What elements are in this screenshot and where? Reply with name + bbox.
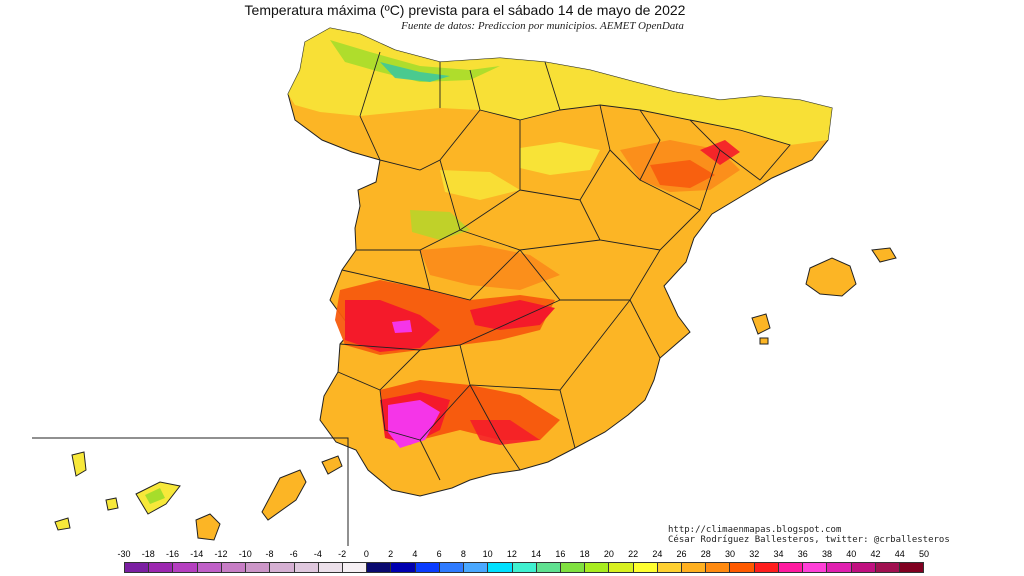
legend-swatch	[560, 563, 586, 572]
fuerteventura	[261, 469, 307, 521]
legend-swatch	[439, 563, 465, 572]
formentera	[759, 337, 769, 345]
legend-tick-label: 22	[628, 549, 639, 559]
legend-tick-label: -14	[190, 549, 204, 559]
legend-swatch	[536, 563, 561, 572]
legend-swatch	[875, 563, 900, 572]
legend-swatch	[585, 563, 610, 572]
legend-tick-label: 28	[700, 549, 711, 559]
credit-url: http://climaenmapas.blogspot.com	[668, 525, 842, 535]
legend-tick-label: 40	[846, 549, 857, 559]
legend-tick-label: 20	[603, 549, 614, 559]
legend-tick-label: 30	[725, 549, 736, 559]
credit-author: César Rodríguez Ballesteros, twitter: @c…	[668, 535, 950, 545]
lanzarote	[321, 455, 343, 475]
legend-tick-label: -30	[117, 549, 131, 559]
legend-swatch	[367, 563, 392, 572]
legend-swatch	[803, 563, 828, 572]
legend-swatch	[149, 563, 174, 572]
legend-tick-label: -18	[141, 549, 155, 559]
menorca	[871, 247, 897, 263]
legend-tick-label: 44	[894, 549, 905, 559]
legend-swatch	[682, 563, 707, 572]
legend-tick-label: 36	[797, 549, 808, 559]
legend-tick-label: 6	[436, 549, 442, 559]
legend-tick-label: -10	[238, 549, 252, 559]
legend-swatch	[221, 563, 247, 572]
legend-tick-label: 10	[482, 549, 493, 559]
legend-swatch	[633, 563, 658, 572]
legend-tick-label: 8	[460, 549, 466, 559]
legend-swatch	[730, 563, 755, 572]
legend-swatch	[657, 563, 683, 572]
legend-swatch	[318, 563, 343, 572]
legend-swatch	[197, 563, 222, 572]
legend-tick-label: 42	[870, 549, 881, 559]
legend-color-bar	[124, 562, 924, 573]
legend-tick-label: -16	[165, 549, 179, 559]
legend-tick-label: 18	[579, 549, 590, 559]
legend-swatch	[706, 563, 731, 572]
legend-swatch	[851, 563, 876, 572]
gran-canaria	[195, 513, 221, 541]
legend-tick-label: -2	[338, 549, 347, 559]
legend-swatch	[827, 563, 852, 572]
map-title: Temperatura máxima (ºC) prevista para el…	[244, 2, 686, 18]
legend-tick-label: 14	[531, 549, 542, 559]
legend-tick-label: 34	[773, 549, 784, 559]
legend-tick-label: 24	[652, 549, 663, 559]
canary-inset-frame	[32, 437, 349, 546]
legend-tick-label: 26	[676, 549, 687, 559]
el-hierro	[54, 517, 71, 531]
legend-swatch	[125, 563, 150, 572]
la-palma	[71, 451, 87, 477]
legend-swatch	[173, 563, 198, 572]
mallorca	[805, 257, 857, 297]
legend-swatch	[342, 563, 368, 572]
legend-swatch	[512, 563, 537, 572]
legend-tick-label: 38	[822, 549, 833, 559]
legend-tick-label: -6	[289, 549, 298, 559]
legend-swatch	[391, 563, 416, 572]
legend-tick-label: 16	[555, 549, 566, 559]
ibiza	[751, 313, 771, 335]
legend-tick-label: 50	[918, 549, 930, 559]
legend-labels: -30 -18 -16 -14 -12 -10 -8 -6 -4 -2 0 2 4 6 8 10 12 14 16 1…	[0, 549, 1024, 561]
legend-tick-label: -12	[214, 549, 228, 559]
legend-swatch	[415, 563, 440, 572]
legend-tick-label: -8	[265, 549, 274, 559]
legend-swatch	[900, 563, 924, 572]
legend-swatch	[488, 563, 513, 572]
legend-swatch	[246, 563, 271, 572]
legend-swatch	[294, 563, 319, 572]
legend-swatch	[609, 563, 634, 572]
legend-swatch	[464, 563, 489, 572]
legend-swatch	[270, 563, 295, 572]
province-borders	[337, 51, 791, 481]
legend-tick-label: 12	[506, 549, 517, 559]
legend-tick-label: 2	[388, 549, 394, 559]
map-subtitle: Fuente de datos: Prediccion por municipi…	[401, 20, 684, 32]
legend-tick-label: -4	[313, 549, 322, 559]
legend-swatch	[778, 563, 804, 572]
legend-tick-label: 32	[749, 549, 760, 559]
legend-tick-label: 4	[412, 549, 418, 559]
la-gomera	[105, 497, 119, 511]
legend-tick-label: 0	[363, 549, 369, 559]
legend-swatch	[754, 563, 779, 572]
